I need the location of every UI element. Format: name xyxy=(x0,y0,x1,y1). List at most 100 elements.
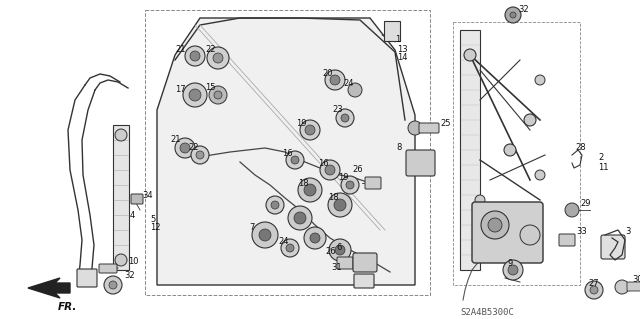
Text: 31: 31 xyxy=(332,263,342,272)
Circle shape xyxy=(585,281,603,299)
Circle shape xyxy=(115,254,127,266)
Circle shape xyxy=(329,239,351,261)
Polygon shape xyxy=(28,278,70,298)
Text: 28: 28 xyxy=(575,144,586,152)
Circle shape xyxy=(330,75,340,85)
Circle shape xyxy=(288,206,312,230)
Circle shape xyxy=(259,229,271,241)
Text: 26: 26 xyxy=(352,166,363,174)
Circle shape xyxy=(508,265,518,275)
Text: 3: 3 xyxy=(625,227,630,236)
Text: 2: 2 xyxy=(598,153,604,162)
Text: 9: 9 xyxy=(508,258,513,268)
Circle shape xyxy=(209,86,227,104)
FancyBboxPatch shape xyxy=(337,257,353,269)
Text: 27: 27 xyxy=(588,278,598,287)
Circle shape xyxy=(335,245,345,255)
Text: 1: 1 xyxy=(395,35,400,44)
Circle shape xyxy=(510,12,516,18)
Circle shape xyxy=(565,203,579,217)
Text: 18: 18 xyxy=(298,179,308,188)
Text: 7: 7 xyxy=(249,224,254,233)
Circle shape xyxy=(464,49,476,61)
FancyBboxPatch shape xyxy=(406,150,435,176)
Circle shape xyxy=(475,195,485,205)
Circle shape xyxy=(304,227,326,249)
Text: S2A4B5300C: S2A4B5300C xyxy=(460,308,514,317)
Text: 21: 21 xyxy=(175,46,186,55)
Text: 24: 24 xyxy=(343,79,353,88)
Circle shape xyxy=(325,165,335,175)
Circle shape xyxy=(291,156,299,164)
Circle shape xyxy=(190,51,200,61)
FancyBboxPatch shape xyxy=(460,30,480,270)
Text: 15: 15 xyxy=(205,84,216,93)
Circle shape xyxy=(504,144,516,156)
Text: 32: 32 xyxy=(124,271,134,279)
Text: 22: 22 xyxy=(188,144,198,152)
Text: 6: 6 xyxy=(337,243,342,253)
Circle shape xyxy=(304,184,316,196)
FancyBboxPatch shape xyxy=(77,269,97,287)
Text: 24: 24 xyxy=(278,238,289,247)
Circle shape xyxy=(341,176,359,194)
Text: 12: 12 xyxy=(150,224,161,233)
Circle shape xyxy=(189,89,201,101)
Circle shape xyxy=(271,201,279,209)
Text: 16: 16 xyxy=(318,159,328,167)
Circle shape xyxy=(115,129,127,141)
Circle shape xyxy=(286,151,304,169)
Circle shape xyxy=(524,114,536,126)
Text: 25: 25 xyxy=(440,120,451,129)
FancyBboxPatch shape xyxy=(131,194,143,204)
Text: 23: 23 xyxy=(332,106,342,115)
Text: 21: 21 xyxy=(170,136,180,145)
Text: 16: 16 xyxy=(282,149,292,158)
FancyBboxPatch shape xyxy=(99,264,117,273)
Text: 32: 32 xyxy=(518,5,529,14)
Circle shape xyxy=(520,225,540,245)
Circle shape xyxy=(300,120,320,140)
Text: 30: 30 xyxy=(632,276,640,285)
Circle shape xyxy=(408,121,422,135)
Text: 11: 11 xyxy=(598,164,609,173)
Circle shape xyxy=(334,199,346,211)
FancyBboxPatch shape xyxy=(113,125,129,270)
FancyBboxPatch shape xyxy=(419,123,439,133)
Circle shape xyxy=(503,260,523,280)
Text: 22: 22 xyxy=(205,46,216,55)
Text: 5: 5 xyxy=(150,216,156,225)
FancyBboxPatch shape xyxy=(354,274,374,288)
Text: 14: 14 xyxy=(397,54,408,63)
Circle shape xyxy=(505,7,521,23)
Text: 34: 34 xyxy=(142,190,152,199)
Circle shape xyxy=(305,125,315,135)
Text: 26: 26 xyxy=(325,248,335,256)
Circle shape xyxy=(310,233,320,243)
FancyBboxPatch shape xyxy=(472,202,543,263)
Circle shape xyxy=(328,193,352,217)
Text: 17: 17 xyxy=(175,85,186,94)
Circle shape xyxy=(281,239,299,257)
Circle shape xyxy=(412,155,428,171)
Text: 33: 33 xyxy=(576,227,587,236)
Circle shape xyxy=(191,146,209,164)
Circle shape xyxy=(488,218,502,232)
Text: 8: 8 xyxy=(396,144,401,152)
Circle shape xyxy=(252,222,278,248)
Circle shape xyxy=(341,114,349,122)
Circle shape xyxy=(104,276,122,294)
Circle shape xyxy=(185,46,205,66)
Circle shape xyxy=(196,151,204,159)
Circle shape xyxy=(213,53,223,63)
Circle shape xyxy=(207,47,229,69)
Text: 4: 4 xyxy=(130,211,135,219)
Text: 19: 19 xyxy=(296,118,307,128)
Text: 13: 13 xyxy=(397,46,408,55)
Circle shape xyxy=(336,109,354,127)
Text: FR.: FR. xyxy=(58,302,77,312)
Circle shape xyxy=(615,280,629,294)
Circle shape xyxy=(481,211,509,239)
Circle shape xyxy=(535,75,545,85)
Text: 19: 19 xyxy=(338,174,349,182)
